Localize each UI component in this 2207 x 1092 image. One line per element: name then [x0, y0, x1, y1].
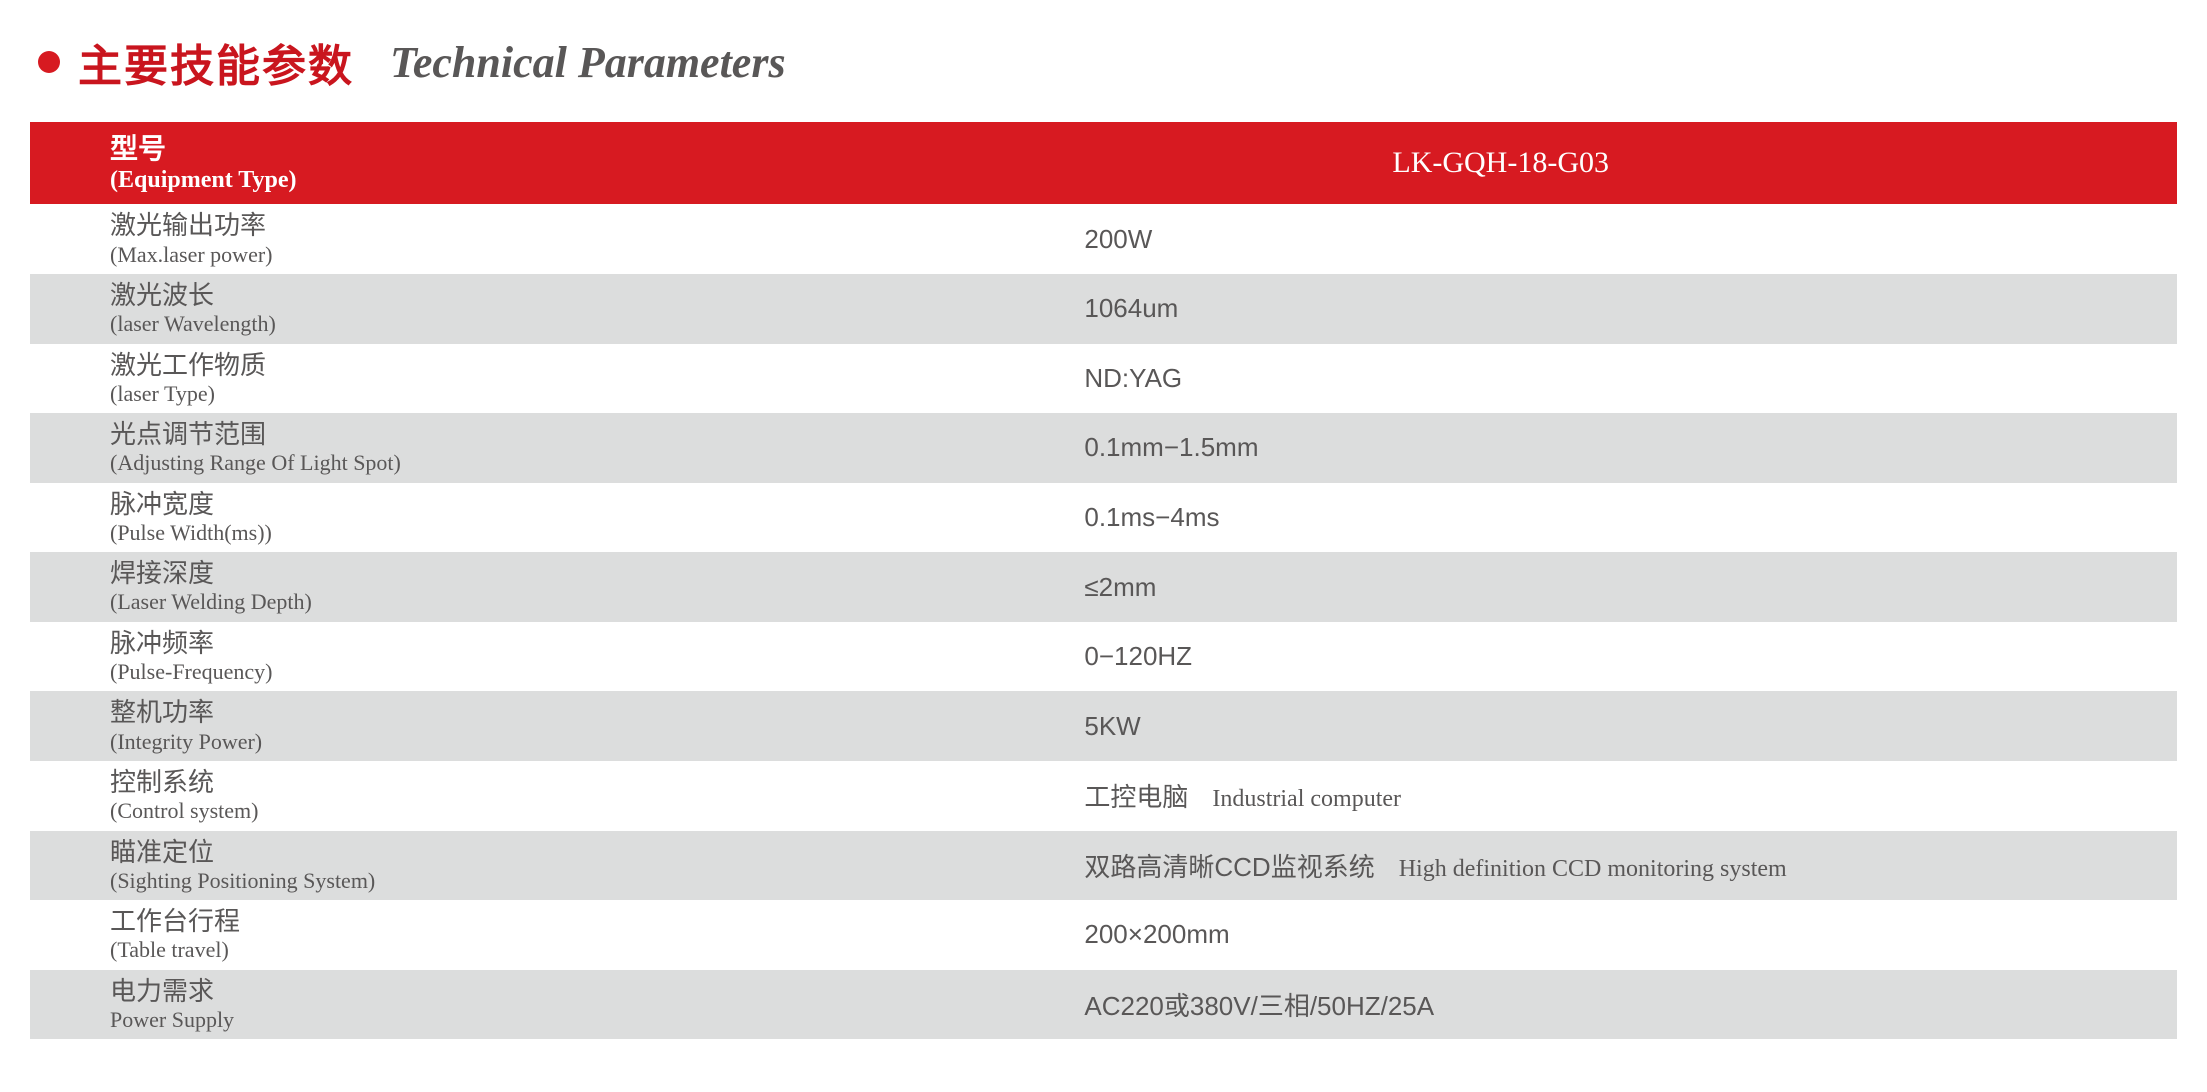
row-value-cell: 工控电脑 Industrial computer [824, 761, 2177, 831]
row-label-cell: 激光波长(laser Wavelength) [30, 274, 824, 344]
table-row: 脉冲宽度(Pulse Width(ms)) 0.1ms−4ms [30, 483, 2177, 553]
header-label-cn: 型号 [110, 132, 824, 166]
row-label-cell: 光点调节范围(Adjusting Range Of Light Spot) [30, 413, 824, 483]
table-row: 控制系统(Control system) 工控电脑 Industrial compu… [30, 761, 2177, 831]
section-title: 主要技能参数 Technical Parameters [30, 30, 2177, 94]
header-value-cell: LK-GQH-18-G03 [824, 122, 2177, 204]
row-value-en: High definition CCD monitoring system [1399, 856, 1787, 882]
row-value: AC220或380V/三相/50HZ/25A [1084, 991, 1434, 1021]
row-label-cn: 激光工作物质 [110, 350, 824, 381]
row-value-cell: ≤2mm [824, 552, 2177, 622]
table-row: 光点调节范围(Adjusting Range Of Light Spot) 0.1… [30, 413, 2177, 483]
row-value: 200W [1084, 224, 1152, 254]
row-value-cell: AC220或380V/三相/50HZ/25A [824, 970, 2177, 1040]
row-label-en: (Pulse-Frequency) [110, 659, 824, 685]
row-label-en: (Table travel) [110, 937, 824, 963]
row-value: 0.1ms−4ms [1084, 502, 1219, 532]
row-value-cell: 双路高清晰CCD监视系统 High definition CCD monitori… [824, 831, 2177, 901]
row-value: 双路高清晰CCD监视系统 [1084, 852, 1374, 882]
row-label-en: (Integrity Power) [110, 729, 824, 755]
table-row: 激光输出功率(Max.laser power) 200W [30, 204, 2177, 274]
row-label-en: (Pulse Width(ms)) [110, 520, 824, 546]
row-label-cn: 控制系统 [110, 767, 824, 798]
row-value-cell: 0.1ms−4ms [824, 483, 2177, 553]
row-value-cell: 5KW [824, 691, 2177, 761]
row-label-cn: 整机功率 [110, 697, 824, 728]
title-en: Technical Parameters [390, 37, 786, 88]
row-value: 0.1mm−1.5mm [1084, 432, 1258, 462]
row-value-cell: 200W [824, 204, 2177, 274]
row-label-cn: 激光波长 [110, 280, 824, 311]
row-label-en: (Sighting Positioning System) [110, 868, 824, 894]
row-value: 0−120HZ [1084, 641, 1192, 671]
row-label-cn: 脉冲宽度 [110, 489, 824, 520]
table-row: 工作台行程(Table travel) 200×200mm [30, 900, 2177, 970]
row-label-cell: 瞄准定位(Sighting Positioning System) [30, 831, 824, 901]
title-cn: 主要技能参数 [78, 30, 354, 94]
row-label-cn: 光点调节范围 [110, 419, 824, 450]
row-value-cell: 200×200mm [824, 900, 2177, 970]
row-label-cn: 脉冲频率 [110, 628, 824, 659]
row-value: 200×200mm [1084, 919, 1229, 949]
row-label-cell: 工作台行程(Table travel) [30, 900, 824, 970]
table-row: 激光波长(laser Wavelength) 1064um [30, 274, 2177, 344]
row-label-cn: 电力需求 [110, 976, 824, 1007]
row-label-cn: 瞄准定位 [110, 837, 824, 868]
table-row: 脉冲频率(Pulse-Frequency) 0−120HZ [30, 622, 2177, 692]
row-value-cell: 1064um [824, 274, 2177, 344]
row-label-cn: 焊接深度 [110, 558, 824, 589]
table-row: 激光工作物质(laser Type) ND:YAG [30, 344, 2177, 414]
header-label-en: (Equipment Type) [110, 166, 824, 195]
row-label-en: (Max.laser power) [110, 242, 824, 268]
row-label-cell: 电力需求Power Supply [30, 970, 824, 1040]
row-value: 5KW [1084, 711, 1140, 741]
row-label-cell: 脉冲频率(Pulse-Frequency) [30, 622, 824, 692]
row-value: 工控电脑 [1084, 782, 1188, 812]
row-label-cn: 激光输出功率 [110, 210, 824, 241]
table-row: 焊接深度(Laser Welding Depth) ≤2mm [30, 552, 2177, 622]
table-row: 电力需求Power Supply AC220或380V/三相/50HZ/25A [30, 970, 2177, 1040]
row-label-en: (laser Type) [110, 381, 824, 407]
table-header-row: 型号(Equipment Type)LK-GQH-18-G03 [30, 122, 2177, 204]
row-value-cell: 0.1mm−1.5mm [824, 413, 2177, 483]
row-label-en: (Adjusting Range Of Light Spot) [110, 450, 824, 476]
row-value: ≤2mm [1084, 572, 1156, 602]
row-label-en: Power Supply [110, 1007, 824, 1033]
row-label-cell: 激光输出功率(Max.laser power) [30, 204, 824, 274]
row-label-en: (Laser Welding Depth) [110, 589, 824, 615]
table-row: 整机功率(Integrity Power) 5KW [30, 691, 2177, 761]
row-label-cn: 工作台行程 [110, 906, 824, 937]
spec-table-body: 型号(Equipment Type)LK-GQH-18-G03激光输出功率(Ma… [30, 122, 2177, 1039]
row-value: 1064um [1084, 293, 1178, 323]
row-label-cell: 焊接深度(Laser Welding Depth) [30, 552, 824, 622]
row-label-cell: 脉冲宽度(Pulse Width(ms)) [30, 483, 824, 553]
table-row: 瞄准定位(Sighting Positioning System)双路高清晰CC… [30, 831, 2177, 901]
row-value-cell: ND:YAG [824, 344, 2177, 414]
row-value-cell: 0−120HZ [824, 622, 2177, 692]
row-label-cell: 整机功率(Integrity Power) [30, 691, 824, 761]
spec-table: 型号(Equipment Type)LK-GQH-18-G03激光输出功率(Ma… [30, 122, 2177, 1039]
row-value-en: Industrial computer [1212, 786, 1401, 812]
bullet-icon [38, 51, 60, 73]
row-value: ND:YAG [1084, 363, 1182, 393]
row-label-cell: 激光工作物质(laser Type) [30, 344, 824, 414]
row-label-cell: 控制系统(Control system) [30, 761, 824, 831]
row-label-en: (Control system) [110, 798, 824, 824]
header-label-cell: 型号(Equipment Type) [30, 122, 824, 204]
row-label-en: (laser Wavelength) [110, 311, 824, 337]
